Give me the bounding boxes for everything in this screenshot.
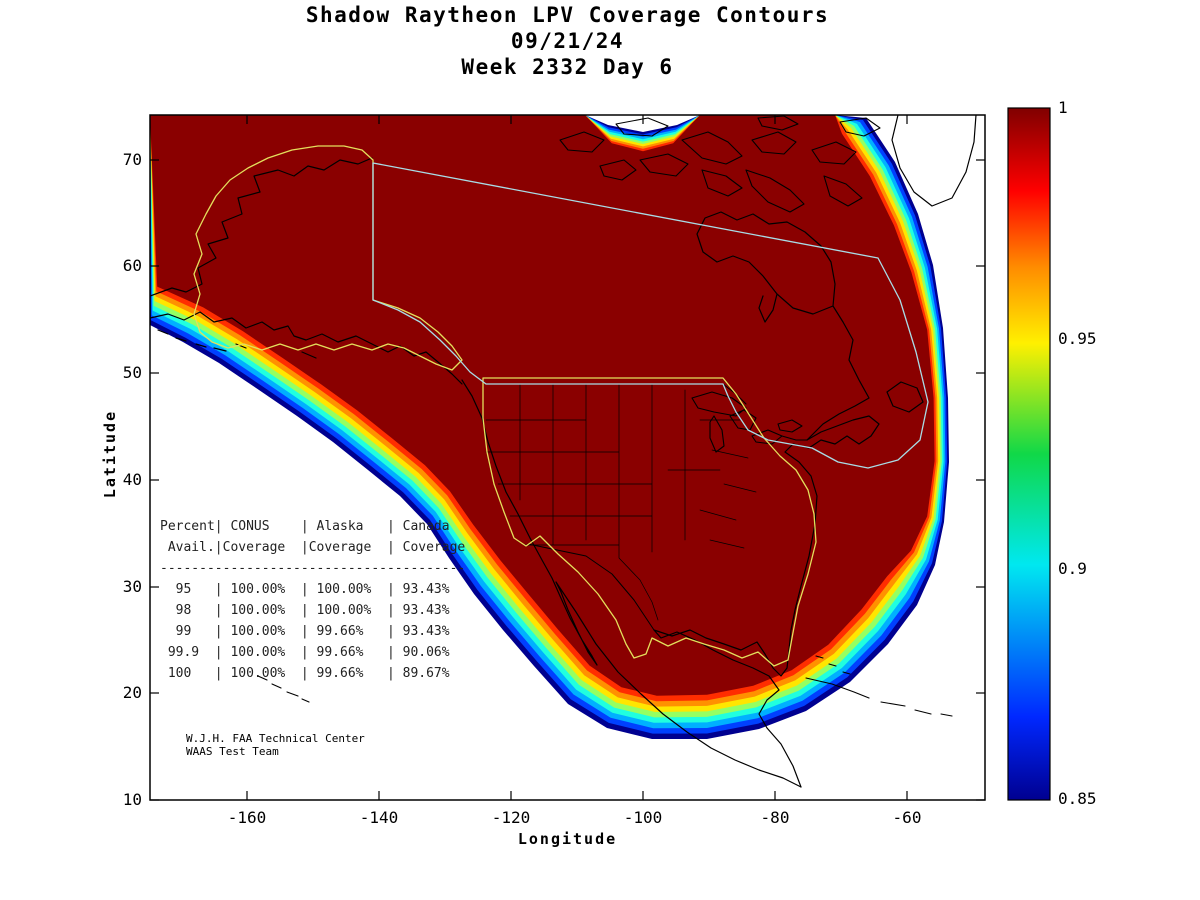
axis-tick-marks <box>150 115 985 801</box>
hudson-bay-labrador-coastline <box>696 211 924 441</box>
y-axis-label: Latitude <box>101 409 119 499</box>
credit-annotation: W.J.H. FAA Technical Center WAAS Test Te… <box>186 732 365 758</box>
colorbar-tick-label: 0.9 <box>1058 559 1087 578</box>
x-tick-label: -100 <box>623 808 663 827</box>
contour-band-8 <box>150 115 935 696</box>
x-tick-label: -140 <box>359 808 399 827</box>
greenland-coastline <box>891 115 977 207</box>
caribbean-islands <box>805 655 953 717</box>
hawaii-islands <box>257 675 310 703</box>
coverage-table-line: Percent| CONUS | Alaska | Canada <box>160 519 450 534</box>
y-tick-label: 70 <box>122 150 142 169</box>
x-tick-label: -60 <box>892 808 922 827</box>
coverage-table-line: --------------------------------------- <box>160 561 466 576</box>
coverage-table-line: 98 | 100.00% | 100.00% | 93.43% <box>160 603 450 618</box>
coverage-table-line: 100 | 100.00% | 99.66% | 89.67% <box>160 666 450 681</box>
conus-boundary-yellow <box>482 377 817 667</box>
coverage-availability-table: Percent| CONUS | Alaska | Canada Avail.|… <box>160 516 465 684</box>
coverage-table-line: 99.9 | 100.00% | 99.66% | 90.06% <box>160 645 450 660</box>
y-tick-label: 10 <box>122 790 142 809</box>
figure-title: Shadow Raytheon LPV Coverage Contours 09… <box>150 2 985 80</box>
alaska-coastline <box>150 157 463 385</box>
title-line-2: 09/21/24 <box>510 29 625 53</box>
gulf-atlantic-coastline <box>653 415 880 788</box>
great-lakes <box>691 391 803 453</box>
credit-line-2: WAAS Test Team <box>186 745 279 758</box>
service-volume-boundaries <box>193 145 929 667</box>
title-line-1: Shadow Raytheon LPV Coverage Contours <box>305 3 830 27</box>
x-axis-label: Longitude <box>517 830 618 848</box>
coverage-table-line: 99 | 100.00% | 99.66% | 93.43% <box>160 624 450 639</box>
title-line-3: Week 2332 Day 6 <box>461 55 674 79</box>
x-tick-label: -80 <box>760 808 790 827</box>
contour-bands <box>150 115 949 739</box>
y-tick-label: 60 <box>122 256 142 275</box>
state-borders <box>485 383 757 621</box>
canada-boundary-cyan <box>372 162 929 469</box>
colorbar-tick-label: 0.95 <box>1058 329 1097 348</box>
colorbar <box>1007 107 1051 801</box>
y-tick-label: 40 <box>122 470 142 489</box>
x-tick-label: -160 <box>227 808 267 827</box>
coverage-table-line: Avail.|Coverage |Coverage | Coverage <box>160 540 466 555</box>
colorbar-tick-label: 0.85 <box>1058 789 1097 808</box>
plot-frame <box>149 114 986 801</box>
y-tick-label: 50 <box>122 363 142 382</box>
colorbar-tick-label: 1 <box>1058 98 1068 117</box>
credit-line-1: W.J.H. FAA Technical Center <box>186 732 365 745</box>
arctic-islands <box>559 115 881 213</box>
x-tick-label: -120 <box>491 808 531 827</box>
y-tick-label: 20 <box>122 683 142 702</box>
y-tick-label: 30 <box>122 577 142 596</box>
coverage-table-line: 95 | 100.00% | 100.00% | 93.43% <box>160 582 450 597</box>
